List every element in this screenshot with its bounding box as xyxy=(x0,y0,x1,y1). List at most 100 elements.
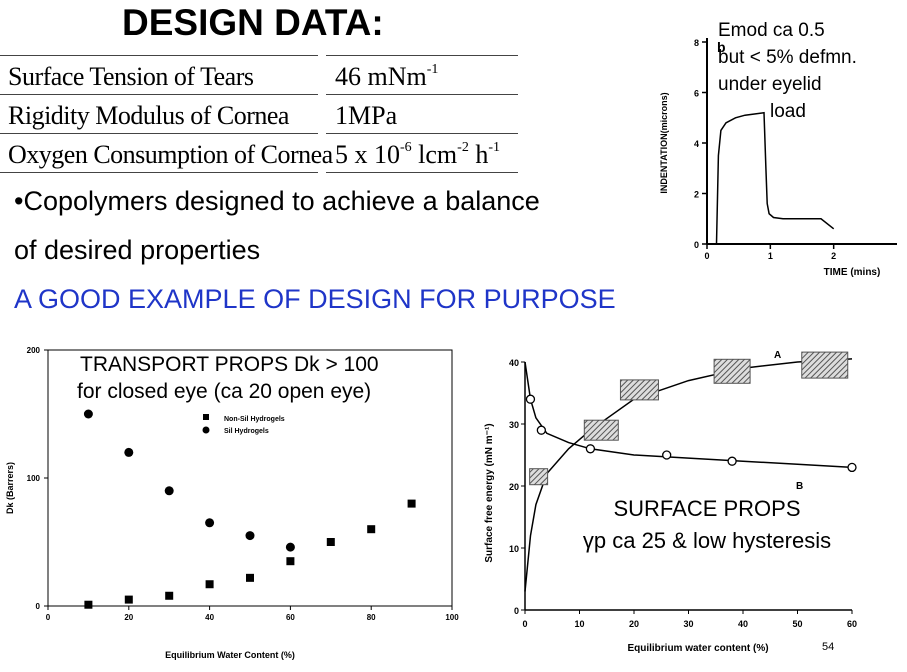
y-tick-label: 10 xyxy=(509,544,519,554)
data-point-circle xyxy=(245,531,255,541)
bullet-text: of desired properties xyxy=(14,235,261,265)
x-tick-label: 2 xyxy=(831,251,836,261)
design-data-table: Surface Tension of Tears 46 mNm-1 Rigidi… xyxy=(0,55,520,173)
series-label: A xyxy=(774,350,781,361)
table-divider xyxy=(0,55,318,56)
table-value: 46 mNm-1 xyxy=(335,62,439,91)
table-label: Surface Tension of Tears xyxy=(8,62,254,91)
chart-annotation: SURFACE PROPS xyxy=(613,496,800,521)
data-point-open-circle xyxy=(847,462,857,473)
legend-label: Sil Hydrogels xyxy=(224,428,269,435)
data-point-circle xyxy=(164,486,174,496)
data-point-hatched-box xyxy=(619,379,659,401)
y-tick-label: 200 xyxy=(27,346,41,355)
chart-annotation: Emod ca 0.5 xyxy=(718,20,825,41)
x-tick-label: 0 xyxy=(46,613,51,622)
y-tick-label: 40 xyxy=(509,358,519,368)
y-tick-label: 0 xyxy=(514,606,519,616)
chart-annotation: TRANSPORT PROPS Dk > 100 xyxy=(80,353,379,376)
table-row: Surface Tension of Tears 46 mNm-1 xyxy=(0,55,520,94)
bullet-text: •Copolymers designed to achieve a balanc… xyxy=(14,186,540,216)
x-tick-label: 30 xyxy=(683,619,693,629)
data-point-open-circle xyxy=(525,394,536,404)
y-tick-label: 2 xyxy=(694,190,699,200)
data-point-circle xyxy=(83,409,93,419)
x-tick-label: 50 xyxy=(792,619,802,629)
y-tick-label: 6 xyxy=(694,89,699,99)
data-point-square xyxy=(165,591,174,600)
slide-title: DESIGN DATA: xyxy=(122,2,384,43)
table-value: 1MPa xyxy=(335,101,398,130)
series-line xyxy=(715,111,835,245)
legend-label: Non-Sil Hydrogels xyxy=(224,416,285,423)
chart-annotation: γp ca 25 & low hysteresis xyxy=(583,528,831,553)
y-axis-label: Surface free energy (mN m⁻¹) xyxy=(484,423,495,562)
y-tick-label: 0 xyxy=(694,240,699,250)
y-axis-label: INDENTATION(microns) xyxy=(659,92,669,193)
table-divider xyxy=(326,133,518,134)
panel-letter: b xyxy=(717,39,726,55)
table-divider xyxy=(0,94,318,95)
x-axis-label: Equilibrium water content (%) xyxy=(627,643,768,654)
slide-number: 54 xyxy=(822,641,835,653)
x-tick-label: 0 xyxy=(704,251,709,261)
y-tick-label: 100 xyxy=(27,474,41,483)
transport-chart: 0 100 200 0 20 40 60 80 100 Equilibrium Water Con… xyxy=(5,346,459,660)
chart-annotation: load xyxy=(770,101,806,122)
x-tick-label: 40 xyxy=(205,613,214,622)
data-point-circle xyxy=(205,518,215,528)
y-axis-label: Dk (Barrers) xyxy=(5,462,15,514)
highlight-text: A GOOD EXAMPLE OF DESIGN FOR PURPOSE xyxy=(14,284,616,314)
x-tick-label: 60 xyxy=(286,613,295,622)
series-label: B xyxy=(796,481,803,492)
data-point-open-circle xyxy=(727,456,737,466)
x-tick-label: 100 xyxy=(445,613,459,622)
legend-marker-circle xyxy=(202,426,210,434)
x-tick-label: 20 xyxy=(629,619,639,629)
data-point-square xyxy=(246,573,254,582)
data-point-square xyxy=(286,557,295,566)
table-divider xyxy=(326,172,518,173)
y-tick-label: 0 xyxy=(36,602,41,611)
indentation-chart: 0 2 4 6 8 0 1 2 b TIME (mins) INDENTATION(microns)… xyxy=(659,20,897,278)
data-point-square xyxy=(84,600,93,609)
x-tick-label: 10 xyxy=(574,619,584,629)
table-label: Oxygen Consumption of Cornea xyxy=(8,140,333,169)
table-divider xyxy=(326,94,518,95)
x-tick-label: 20 xyxy=(124,613,133,622)
data-point-square xyxy=(205,580,214,589)
chart-annotation: for closed eye (ca 20 open eye) xyxy=(77,380,371,403)
data-point-square xyxy=(367,525,376,534)
table-divider xyxy=(0,172,318,173)
table-row: Rigidity Modulus of Cornea 1MPa xyxy=(0,94,520,133)
table-row: Oxygen Consumption of Cornea 5 x 10-6 lc… xyxy=(0,133,520,172)
x-axis-label: TIME (mins) xyxy=(824,267,881,278)
data-point-hatched-box xyxy=(713,358,751,384)
y-tick-label: 30 xyxy=(509,420,519,430)
data-point-hatched-box xyxy=(529,468,549,486)
data-point-square xyxy=(326,538,335,546)
x-tick-label: 1 xyxy=(768,251,773,261)
table-label: Rigidity Modulus of Cornea xyxy=(8,101,289,130)
table-value: 5 x 10-6 lcm-2 h-1 xyxy=(335,140,501,169)
y-tick-label: 8 xyxy=(694,38,699,48)
table-divider xyxy=(0,133,318,134)
x-axis-label: Equilibrium Water Content (%) xyxy=(165,650,295,660)
data-point-square xyxy=(124,595,133,604)
data-point-hatched-box xyxy=(801,351,849,379)
table-divider xyxy=(326,55,518,56)
data-point-hatched-box xyxy=(583,419,619,441)
data-point-open-circle xyxy=(585,444,596,454)
x-tick-label: 80 xyxy=(367,613,376,622)
chart-annotation: under eyelid xyxy=(718,74,822,95)
data-point-circle xyxy=(285,542,295,552)
data-point-circle xyxy=(124,447,134,457)
surface-energy-chart: 0 10 20 30 40 0 10 20 30 40 50 60 Equilibrium water … xyxy=(484,350,857,654)
y-tick-label: 20 xyxy=(509,482,519,492)
chart-annotation: but < 5% defmn. xyxy=(718,47,857,68)
y-tick-label: 4 xyxy=(694,139,699,149)
data-point-square xyxy=(407,499,416,508)
data-point-open-circle xyxy=(536,425,546,435)
series-line-a xyxy=(524,358,853,592)
x-tick-label: 60 xyxy=(847,619,857,629)
